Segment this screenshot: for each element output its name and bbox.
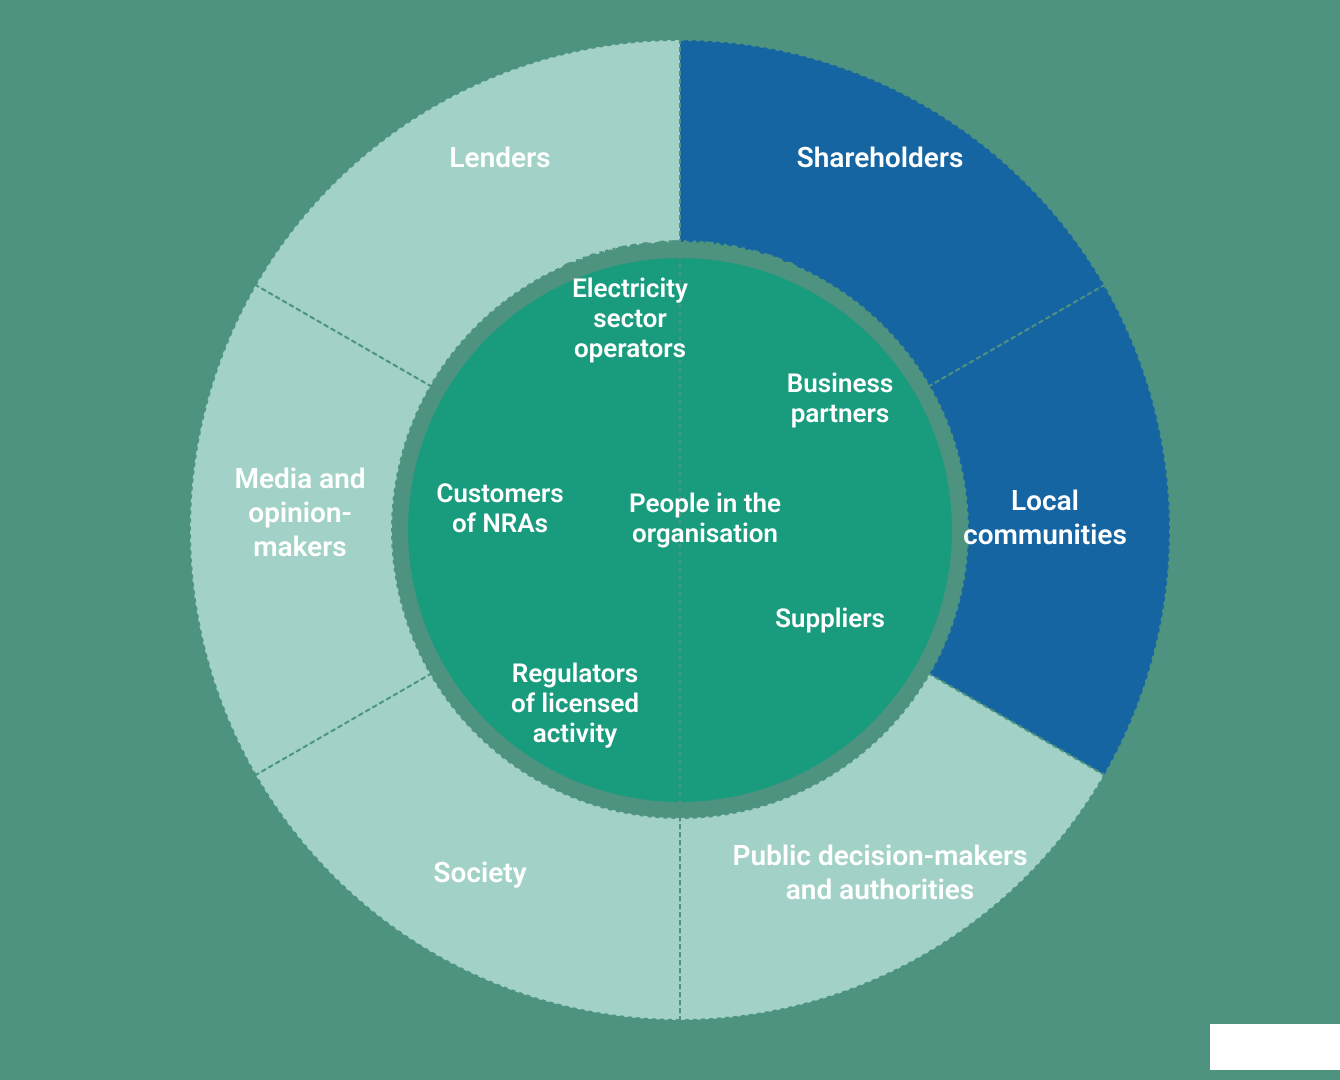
core-label-bpartners: Businesspartners — [787, 369, 893, 429]
core-label-customers: Customersof NRAs — [436, 479, 563, 539]
ring-label-shareholders: Shareholders — [797, 141, 964, 174]
core-label-people: People in theorganisation — [629, 489, 781, 549]
ring-label-media: Media andopinion-makers — [234, 462, 365, 563]
corner-inset — [1210, 1024, 1340, 1070]
core-label-suppliers: Suppliers — [775, 604, 885, 634]
stakeholder-donut: LendersShareholdersLocalcommunitiesPubli… — [0, 0, 1340, 1080]
ring-label-society: Society — [433, 856, 526, 889]
ring-label-lenders: Lenders — [449, 141, 550, 174]
